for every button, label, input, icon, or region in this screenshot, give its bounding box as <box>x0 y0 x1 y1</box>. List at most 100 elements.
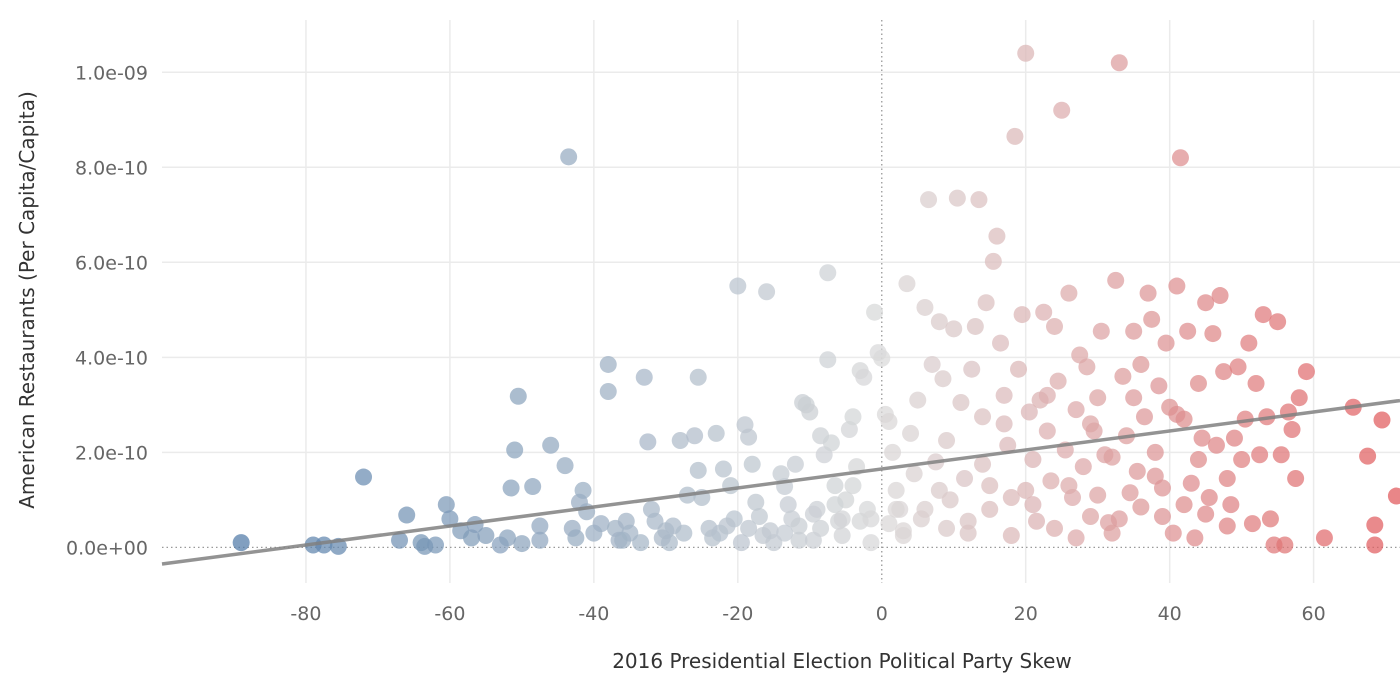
data-point <box>1125 322 1143 340</box>
data-point <box>1089 486 1107 504</box>
grid <box>162 20 1400 583</box>
data-point <box>1053 101 1071 119</box>
data-point <box>1146 467 1164 485</box>
data-point <box>1186 529 1204 547</box>
x-tick-label: -40 <box>578 603 609 625</box>
data-point <box>930 481 948 499</box>
data-point <box>959 524 977 542</box>
data-point <box>1211 287 1229 305</box>
data-point <box>934 370 952 388</box>
data-point <box>466 516 484 534</box>
data-point <box>463 529 480 547</box>
data-point <box>599 383 617 401</box>
data-point <box>675 524 693 542</box>
data-point <box>1049 372 1067 390</box>
data-point <box>754 526 772 544</box>
data-point <box>686 427 704 445</box>
data-point <box>956 469 974 487</box>
data-point <box>599 355 617 373</box>
x-axis-title: 2016 Presidential Election Political Par… <box>612 649 1072 673</box>
data-point <box>1290 389 1308 407</box>
data-point <box>790 531 808 549</box>
data-point <box>1035 303 1053 321</box>
data-point <box>1359 447 1377 465</box>
data-point <box>653 529 671 547</box>
data-point <box>1028 512 1046 530</box>
x-tick-label: -60 <box>434 603 465 625</box>
data-point <box>1067 401 1085 419</box>
data-point <box>1125 389 1143 407</box>
data-point <box>639 433 657 451</box>
data-point <box>502 479 520 497</box>
data-point <box>1107 271 1125 289</box>
data-point <box>844 477 862 495</box>
x-tick-label: 20 <box>1014 603 1038 625</box>
data-point <box>718 517 736 535</box>
data-point <box>689 368 707 386</box>
data-point <box>592 515 610 533</box>
x-axis-ticks: -80 -60 -40 -20 0 20 40 60 <box>290 603 1325 625</box>
data-point <box>1233 450 1251 468</box>
data-point <box>981 500 999 518</box>
data-point <box>1103 524 1121 542</box>
data-point <box>999 436 1017 454</box>
data-points <box>232 44 1400 555</box>
data-point <box>567 529 585 547</box>
data-point <box>1315 529 1333 547</box>
data-point <box>1135 408 1153 426</box>
data-point <box>1168 277 1186 295</box>
data-point <box>1179 322 1197 340</box>
data-point <box>477 526 495 544</box>
data-point <box>1182 474 1200 492</box>
x-tick-label: -20 <box>722 603 753 625</box>
data-point <box>1114 367 1132 385</box>
data-point <box>1254 306 1272 324</box>
data-point <box>855 368 873 386</box>
data-point <box>437 496 455 514</box>
data-point <box>1110 54 1128 72</box>
data-point <box>1089 389 1107 407</box>
y-tick-label: 4.0e-10 <box>75 347 148 369</box>
data-point <box>1157 334 1175 352</box>
data-point <box>995 415 1013 433</box>
data-point <box>1042 472 1060 490</box>
data-point <box>786 455 804 473</box>
data-point <box>884 443 902 461</box>
data-point <box>1139 284 1157 302</box>
data-point <box>232 534 250 552</box>
data-point <box>930 313 948 331</box>
data-point <box>427 536 445 554</box>
data-point <box>632 534 650 552</box>
data-point <box>1215 363 1233 381</box>
data-point <box>1222 496 1240 514</box>
data-point <box>1197 505 1215 523</box>
data-point <box>635 368 653 386</box>
data-point <box>938 431 956 449</box>
data-point <box>1132 355 1150 373</box>
y-tick-label: 8.0e-10 <box>75 157 148 179</box>
data-point <box>862 534 880 552</box>
x-tick-label: 60 <box>1302 603 1326 625</box>
data-point <box>909 391 927 409</box>
data-point <box>866 303 884 321</box>
data-point <box>1082 507 1099 525</box>
data-point <box>1189 374 1207 392</box>
data-point <box>671 431 689 449</box>
y-axis-title: American Restaurants (Per Capita/Capita) <box>15 91 39 509</box>
data-point <box>826 496 844 514</box>
data-point <box>984 252 1002 270</box>
data-point <box>952 393 970 411</box>
data-point <box>1236 410 1254 428</box>
data-point <box>1200 488 1218 506</box>
data-point <box>1283 421 1301 439</box>
data-point <box>1197 294 1215 312</box>
data-point <box>833 510 851 528</box>
data-point <box>1247 374 1265 392</box>
data-point <box>1002 488 1020 506</box>
data-point <box>1189 450 1207 468</box>
data-point <box>1017 481 1035 499</box>
data-point <box>1229 358 1247 376</box>
data-point <box>1272 446 1290 464</box>
data-point <box>822 434 840 452</box>
